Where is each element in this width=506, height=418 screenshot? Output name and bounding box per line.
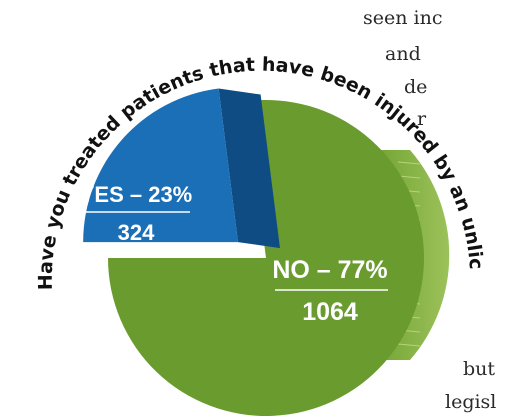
article-text-line-3: de <box>404 76 428 98</box>
yes-slice-side <box>218 88 280 249</box>
article-text-line-1: seen inc <box>363 7 443 29</box>
article-text-line-4: r <box>417 108 427 130</box>
article-text-line-5: but <box>463 358 496 380</box>
rim-stripe <box>397 175 421 179</box>
no-slice <box>108 100 425 417</box>
no-percent-label: NO – 77% <box>272 256 387 284</box>
no-slice-rim <box>380 150 450 360</box>
article-text-line-2: and <box>385 43 421 65</box>
no-count-label: 1064 <box>302 298 358 326</box>
yes-count-label: 324 <box>118 220 155 245</box>
rim-stripe <box>397 343 421 347</box>
yes-percent-label: YES – 23% <box>80 182 193 207</box>
article-text-line-6: legisl <box>445 391 497 413</box>
rim-stripe <box>397 161 421 165</box>
yes-slice <box>83 88 238 243</box>
